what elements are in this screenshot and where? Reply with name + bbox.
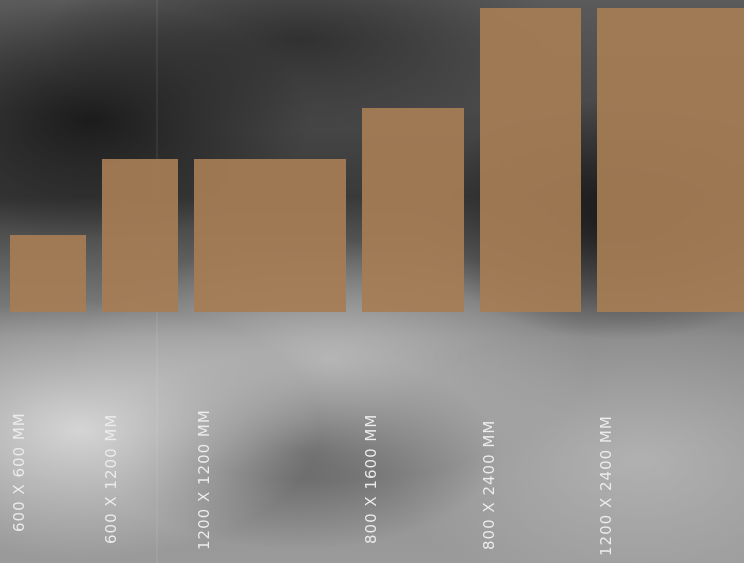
- tile: [10, 235, 86, 312]
- size-label: 600 X 600 MM: [10, 412, 28, 532]
- size-label: 1200 X 2400 MM: [597, 415, 615, 556]
- tile: [597, 8, 744, 312]
- tile: [480, 8, 581, 312]
- size-label: 1200 X 1200 MM: [195, 409, 213, 550]
- size-label: 800 X 2400 MM: [480, 420, 498, 550]
- tile: [194, 159, 346, 312]
- size-label: 600 X 1200 MM: [102, 414, 120, 544]
- size-label: 800 X 1600 MM: [362, 414, 380, 544]
- tile: [102, 159, 178, 312]
- tile: [362, 108, 464, 312]
